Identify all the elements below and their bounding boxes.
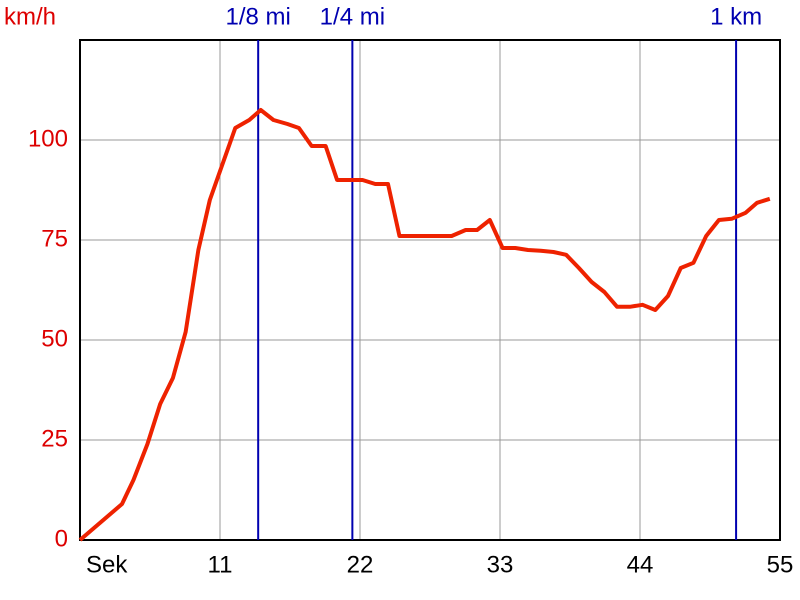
distance-marker-label: 1/8 mi [226, 3, 291, 30]
speed-line [78, 108, 771, 542]
x-tick-label: 11 [208, 551, 233, 578]
x-tick-label: 33 [487, 551, 514, 578]
x-tick-label: Sek [86, 551, 128, 578]
y-tick-label: 0 [55, 525, 68, 552]
x-tick-label: 22 [347, 551, 374, 578]
plot-frame [79, 39, 781, 541]
distance-marker-label: 1 km [710, 3, 762, 30]
y-tick-label: 75 [41, 225, 68, 252]
x-tick-label: 55 [767, 551, 794, 578]
y-tick-label: 25 [41, 425, 68, 452]
y-tick-label: 100 [28, 125, 68, 152]
x-tick-label: 44 [627, 551, 654, 578]
distance-marker-label: 1/4 mi [320, 3, 385, 30]
y-tick-label: 50 [41, 325, 68, 352]
y-axis-label: km/h [4, 3, 56, 30]
